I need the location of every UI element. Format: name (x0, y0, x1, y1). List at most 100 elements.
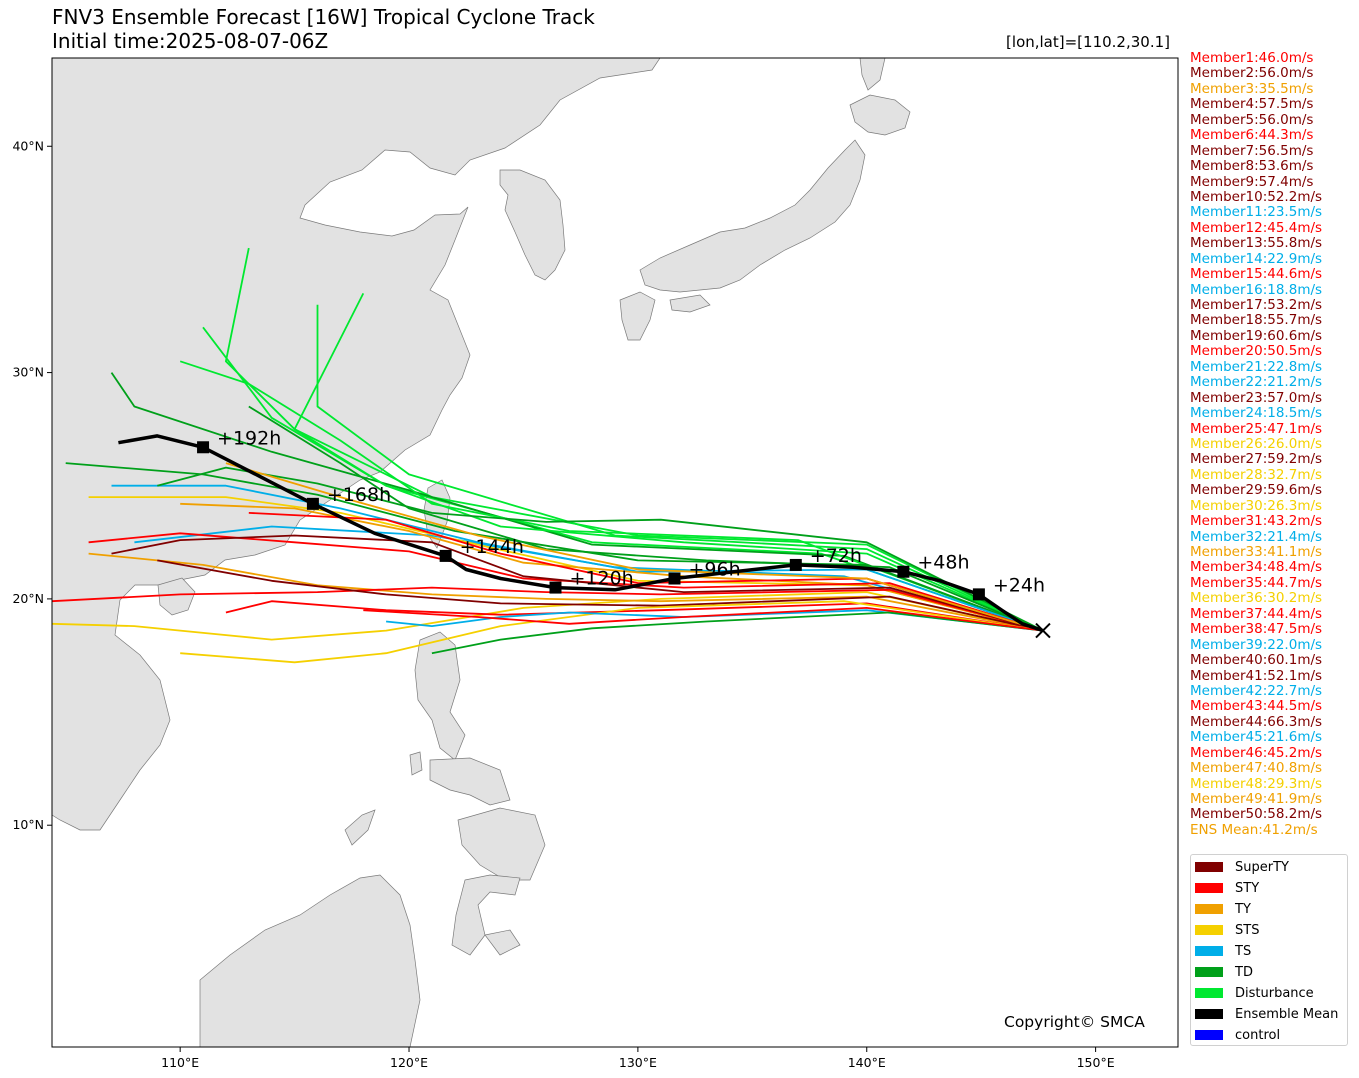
mean-marker (897, 565, 910, 578)
lon-tick-label: 110°E (161, 1055, 199, 1070)
member-track (157, 559, 1044, 632)
legend-item: TD (1195, 962, 1253, 982)
land-japan-honshu (639, 139, 866, 293)
member-entry: Member22:21.2m/s (1190, 374, 1323, 391)
forecast-tracks (52, 247, 1044, 664)
member-entry: Member37:44.4m/s (1190, 605, 1323, 622)
lat-tick-label: 10°N (12, 817, 44, 832)
legend-label: STS (1235, 922, 1260, 938)
member-track (225, 462, 1044, 632)
member-track (180, 600, 1044, 664)
legend-label: control (1235, 1027, 1281, 1043)
land-korea (499, 169, 566, 281)
legend-swatch (1195, 883, 1223, 893)
member-entry: Member39:22.0m/s (1190, 636, 1323, 653)
lat-tick-label: 20°N (12, 591, 44, 606)
member-entry: Member21:22.8m/s (1190, 358, 1323, 375)
lon-tick-label: 140°E (848, 1055, 886, 1070)
chart-title: FNV3 Ensemble Forecast [16W] Tropical Cy… (52, 5, 595, 29)
legend-swatch (1195, 988, 1223, 998)
member-entry: Member43:44.5m/s (1190, 698, 1323, 715)
legend-swatch (1195, 967, 1223, 977)
legend-item: TY (1195, 899, 1251, 919)
member-track (316, 304, 1044, 632)
land-mindoro (409, 751, 423, 776)
legend-item: Disturbance (1195, 983, 1314, 1003)
member-entry: Member1:46.0m/s (1190, 50, 1314, 66)
land-sulawesi (451, 874, 521, 956)
member-track (180, 502, 1044, 632)
legend-swatch (1195, 904, 1223, 914)
mean-marker (668, 572, 681, 585)
member-entry: Member8:53.6m/s (1190, 158, 1314, 175)
member-entry: Member33:41.1m/s (1190, 544, 1323, 560)
land-japan-shikoku (669, 294, 711, 313)
member-entry: Member26:26.0m/s (1190, 435, 1323, 452)
member-track (293, 292, 1044, 632)
legend-item: Ensemble Mean (1195, 1004, 1338, 1024)
land-asia-mainland (52, 58, 661, 831)
member-entry: Member45:21.6m/s (1190, 729, 1323, 746)
lead-time-label: +168h (327, 484, 391, 506)
legend-item: SuperTY (1195, 857, 1289, 877)
member-entry: Member3:35.5m/s (1190, 80, 1314, 97)
member-entry: Member24:18.5m/s (1190, 405, 1323, 422)
member-entry: Member15:44.6m/s (1190, 266, 1323, 283)
land-luzon (414, 631, 466, 761)
legend-item: TS (1195, 941, 1251, 961)
intensity-legend: SuperTY STY TY STS TS TD Disturbance Ensemble M… (1190, 854, 1348, 1046)
member-track (363, 607, 1044, 632)
member-entry: Member36:30.2m/s (1190, 590, 1323, 607)
legend-swatch (1195, 925, 1223, 935)
land-japan-kyushu (619, 291, 656, 341)
member-entry: Member41:52.1m/s (1190, 667, 1323, 684)
member-track (225, 600, 1044, 632)
land-sulawesi-arm (484, 929, 521, 956)
member-track (88, 532, 1044, 632)
member-track (248, 405, 1044, 632)
member-entry: Member40:60.1m/s (1190, 652, 1323, 669)
lonlat-readout: [lon,lat]=[110.2,30.1] (1006, 33, 1170, 51)
member-entry: Member17:53.2m/s (1190, 297, 1323, 313)
legend-swatch (1195, 946, 1223, 956)
member-entry: Member2:56.0m/s (1190, 65, 1314, 82)
legend-item: STS (1195, 920, 1259, 940)
member-entry: Member47:40.8m/s (1190, 760, 1323, 777)
member-track (52, 591, 1044, 641)
lead-time-label: +96h (689, 559, 741, 581)
chart-subtitle: Initial time:2025-08-07-06Z (52, 29, 329, 53)
member-track (110, 372, 1044, 632)
member-entry: Member23:57.0m/s (1190, 389, 1323, 406)
member-entry: Member4:57.5m/s (1190, 96, 1314, 113)
legend-label: TS (1235, 943, 1252, 959)
member-entry: Member5:56.0m/s (1190, 111, 1314, 128)
member-track (431, 611, 1044, 655)
legend-item: STY (1195, 878, 1259, 898)
member-intensity-list: Member1:46.0m/s Member2:56.0m/s Member3:35… (1190, 50, 1323, 838)
member-entry: Member10:52.2m/s (1190, 188, 1323, 205)
member-entry: Member44:66.3m/s (1190, 713, 1323, 730)
member-entry: Member50:58.2m/s (1190, 806, 1323, 823)
member-entry: Member29:59.6m/s (1190, 482, 1323, 499)
member-track (111, 534, 1044, 632)
land-hainan (157, 577, 196, 616)
member-track (157, 466, 1044, 632)
lead-time-label: +48h (917, 552, 969, 574)
member-entry: Member49:41.9m/s (1190, 791, 1323, 807)
legend-swatch (1195, 1009, 1223, 1019)
land-hokkaido (849, 94, 911, 136)
member-entry: Member6:44.3m/s (1190, 127, 1314, 144)
lat-tick-label: 30°N (12, 365, 44, 380)
member-track (386, 609, 1044, 632)
lead-time-label: +24h (993, 574, 1045, 596)
member-track (88, 552, 1044, 632)
member-track (134, 525, 1044, 632)
member-entry: Member11:23.5m/s (1190, 204, 1323, 221)
lead-time-label: +192h (217, 427, 281, 449)
legend-swatch (1195, 1030, 1223, 1040)
lon-tick-label: 130°E (619, 1055, 657, 1070)
legend-label: Ensemble Mean (1235, 1006, 1339, 1022)
member-entry: Member31:43.2m/s (1190, 513, 1323, 530)
lat-tick-label: 40°N (12, 138, 44, 153)
